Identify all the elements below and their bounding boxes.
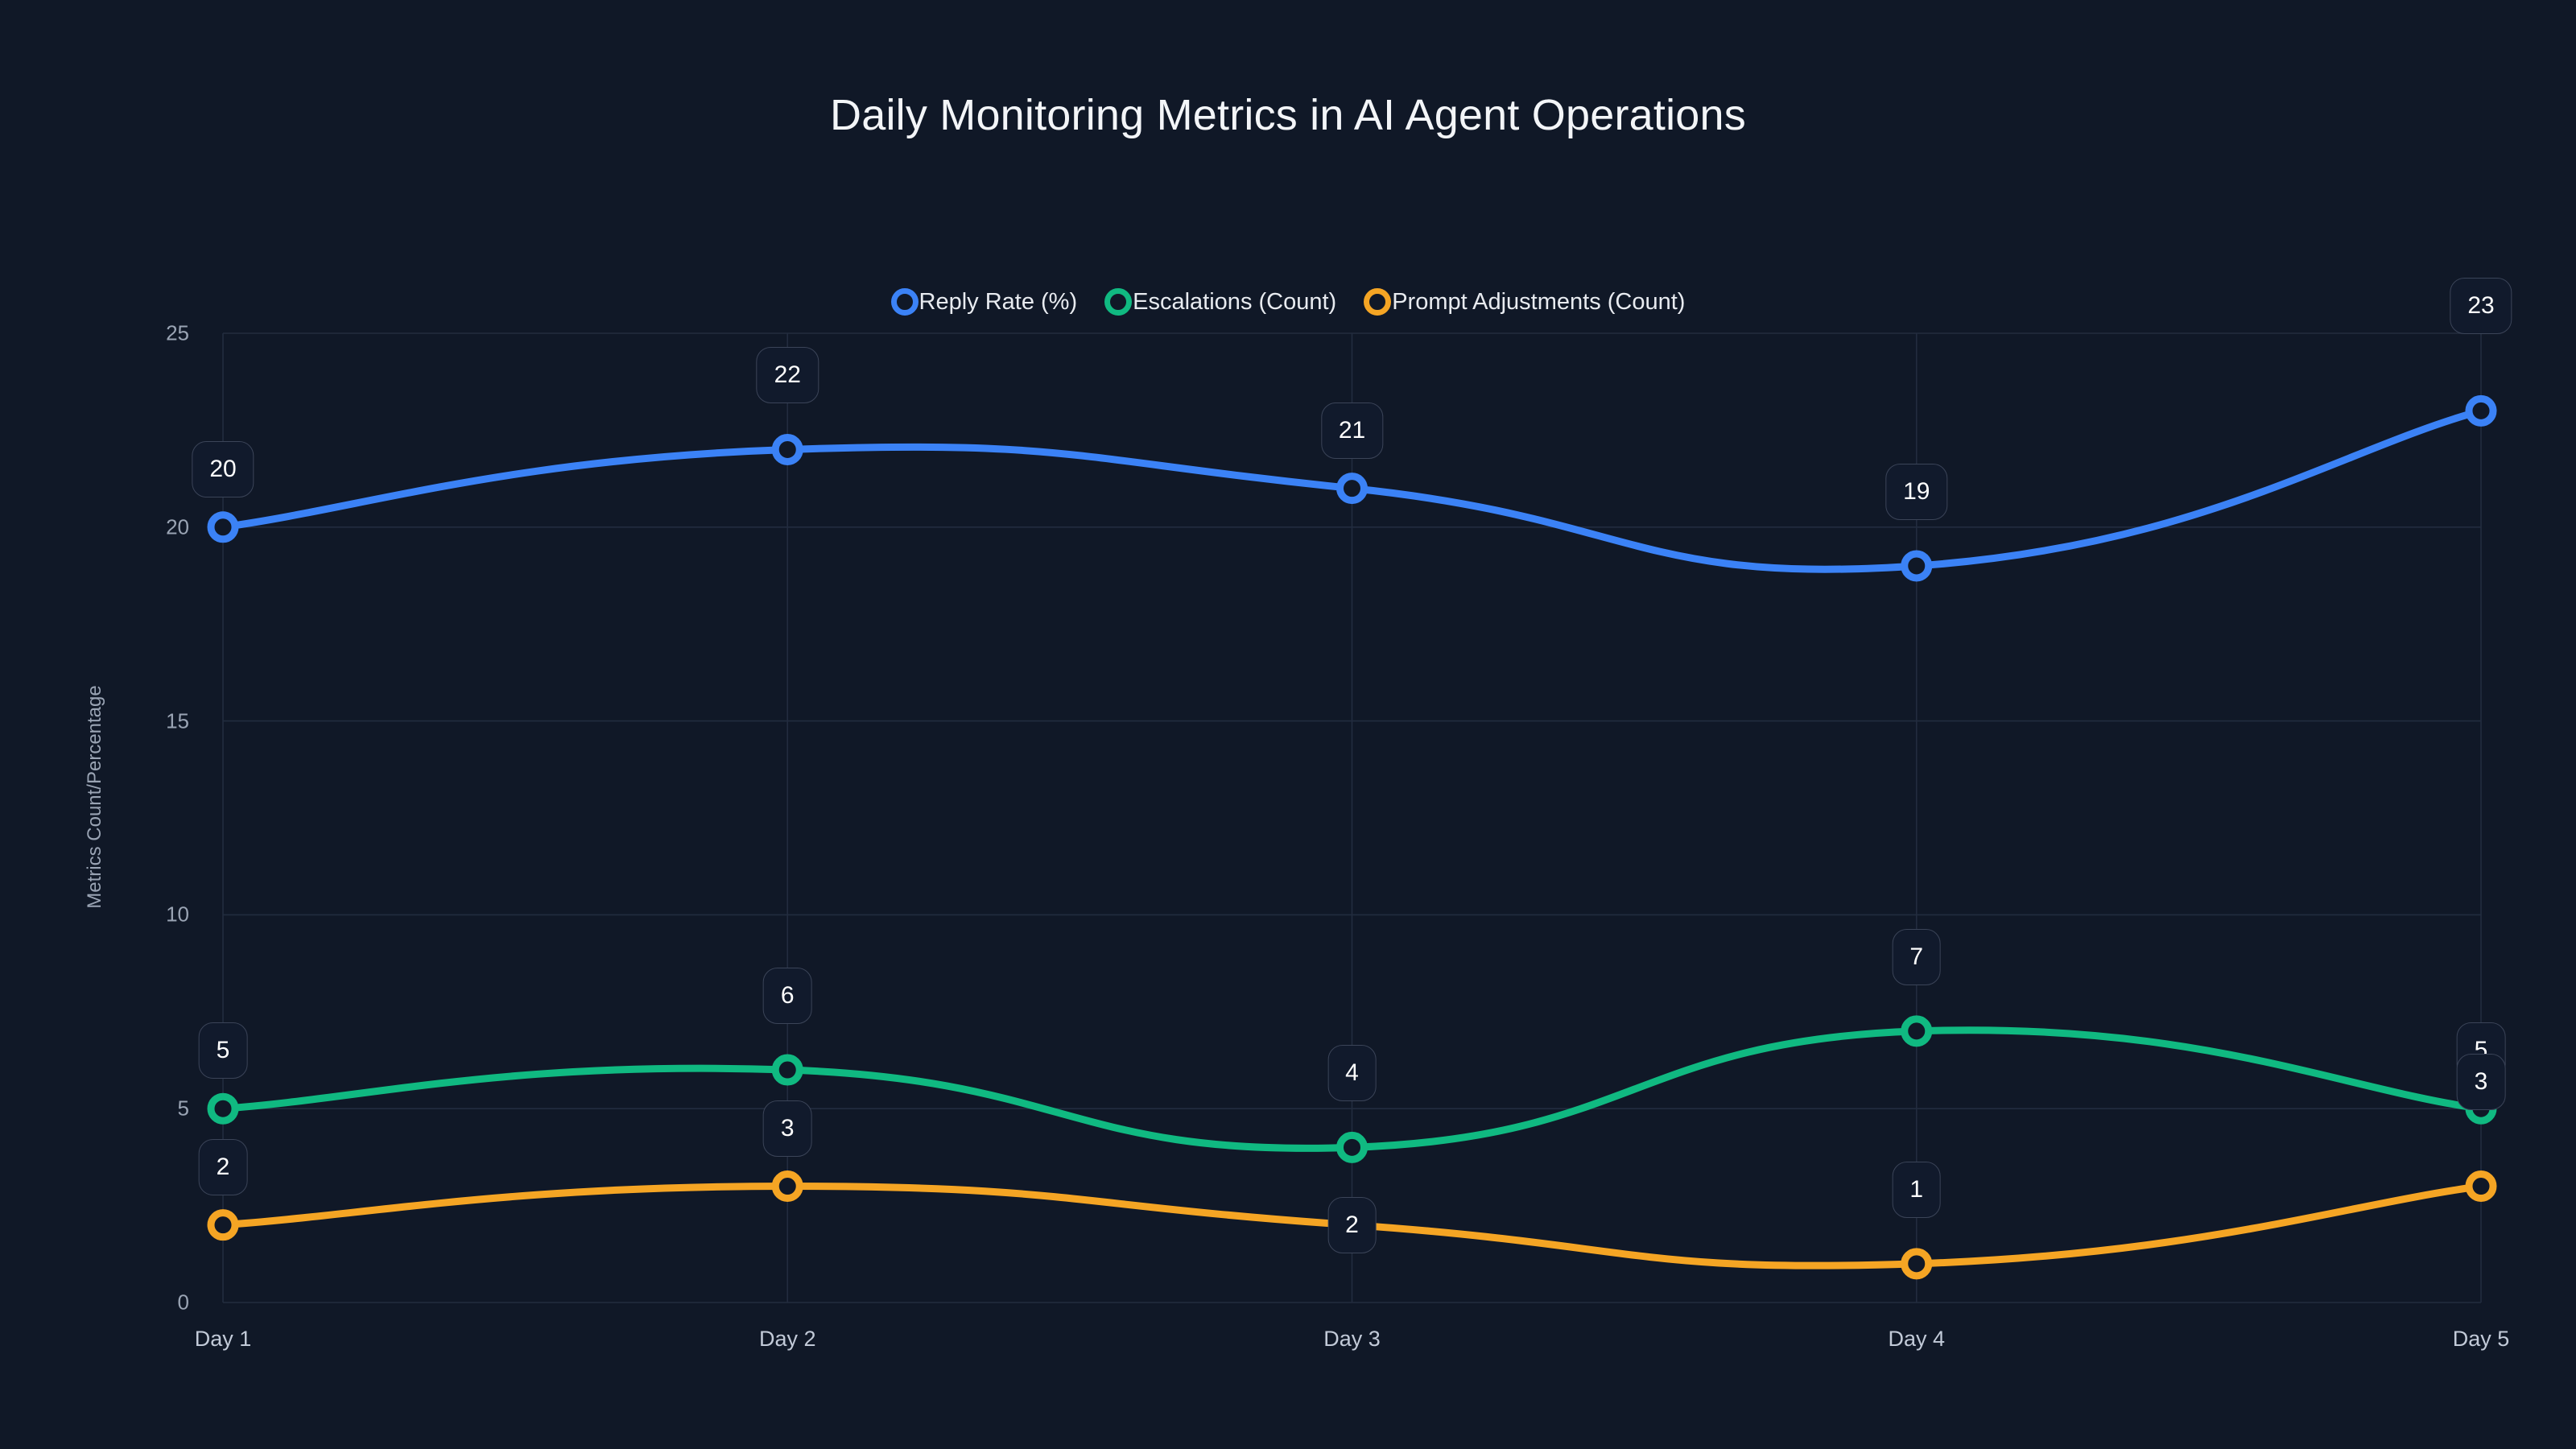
series-markers: [207, 394, 2497, 1280]
data-label-badge: 2: [1327, 1196, 1377, 1253]
y-axis-tick-label: 15: [166, 708, 189, 733]
data-point-marker[interactable]: [207, 1209, 239, 1241]
legend-item-label: Escalations (Count): [1133, 288, 1337, 315]
y-axis-title: Metrics Count/Percentage: [84, 685, 105, 909]
data-label-badge: 22: [756, 347, 819, 404]
data-label-badge: 19: [1885, 463, 1948, 520]
data-point-marker[interactable]: [771, 1170, 803, 1203]
data-point-marker[interactable]: [2465, 394, 2497, 427]
data-label-badge: 6: [762, 968, 812, 1025]
data-label-badge: 2: [198, 1138, 248, 1195]
y-axis-tick-label: 25: [166, 320, 189, 345]
data-point-marker[interactable]: [2465, 1170, 2497, 1203]
data-point-marker[interactable]: [1336, 473, 1368, 505]
data-point-marker[interactable]: [207, 1092, 239, 1125]
y-axis-tick-label: 5: [177, 1096, 189, 1121]
x-axis-tick-label: Day 2: [758, 1327, 816, 1351]
data-label-badge: 5: [198, 1022, 248, 1080]
data-point-marker[interactable]: [1901, 550, 1933, 582]
y-axis-tick-label: 10: [166, 902, 189, 927]
y-axis-tick-label: 0: [177, 1290, 189, 1315]
data-point-marker[interactable]: [771, 1054, 803, 1086]
x-axis-tick-label: Day 5: [2452, 1327, 2510, 1351]
x-axis-tick-label: Day 1: [194, 1327, 252, 1351]
legend-item[interactable]: Reply Rate (%): [890, 288, 1078, 316]
legend-item[interactable]: Prompt Adjustments (Count): [1364, 288, 1685, 316]
data-point-marker[interactable]: [1336, 1131, 1368, 1163]
page-title: Daily Monitoring Metrics in AI Agent Ope…: [830, 91, 1746, 139]
data-label-badge: 4: [1327, 1045, 1377, 1102]
data-point-marker[interactable]: [1901, 1015, 1933, 1047]
data-label-badge: 3: [2456, 1053, 2506, 1110]
data-point-marker[interactable]: [207, 511, 239, 543]
data-label-badge: 7: [1892, 928, 1942, 985]
chart-legend: Reply Rate (%) Escalations (Count) Prompt …: [0, 288, 2576, 316]
data-label-badge: 23: [2450, 278, 2512, 335]
data-label-badge: 1: [1892, 1161, 1942, 1218]
x-axis-tick-label: Day 4: [1888, 1327, 1946, 1351]
circle-ring-icon: [1104, 288, 1133, 316]
data-label-badge: 21: [1320, 402, 1384, 459]
circle-ring-icon: [890, 288, 919, 316]
legend-item-label: Prompt Adjustments (Count): [1392, 288, 1686, 315]
x-axis-tick-label: Day 3: [1323, 1327, 1381, 1351]
data-label-badge: 3: [762, 1100, 812, 1157]
legend-item-label: Reply Rate (%): [919, 288, 1078, 315]
data-point-marker[interactable]: [1901, 1248, 1933, 1280]
y-axis-tick-label: 20: [166, 514, 189, 539]
data-label-badge: 20: [192, 440, 254, 497]
circle-ring-icon: [1364, 288, 1392, 316]
data-point-marker[interactable]: [771, 433, 803, 465]
legend-item[interactable]: Escalations (Count): [1104, 288, 1336, 316]
